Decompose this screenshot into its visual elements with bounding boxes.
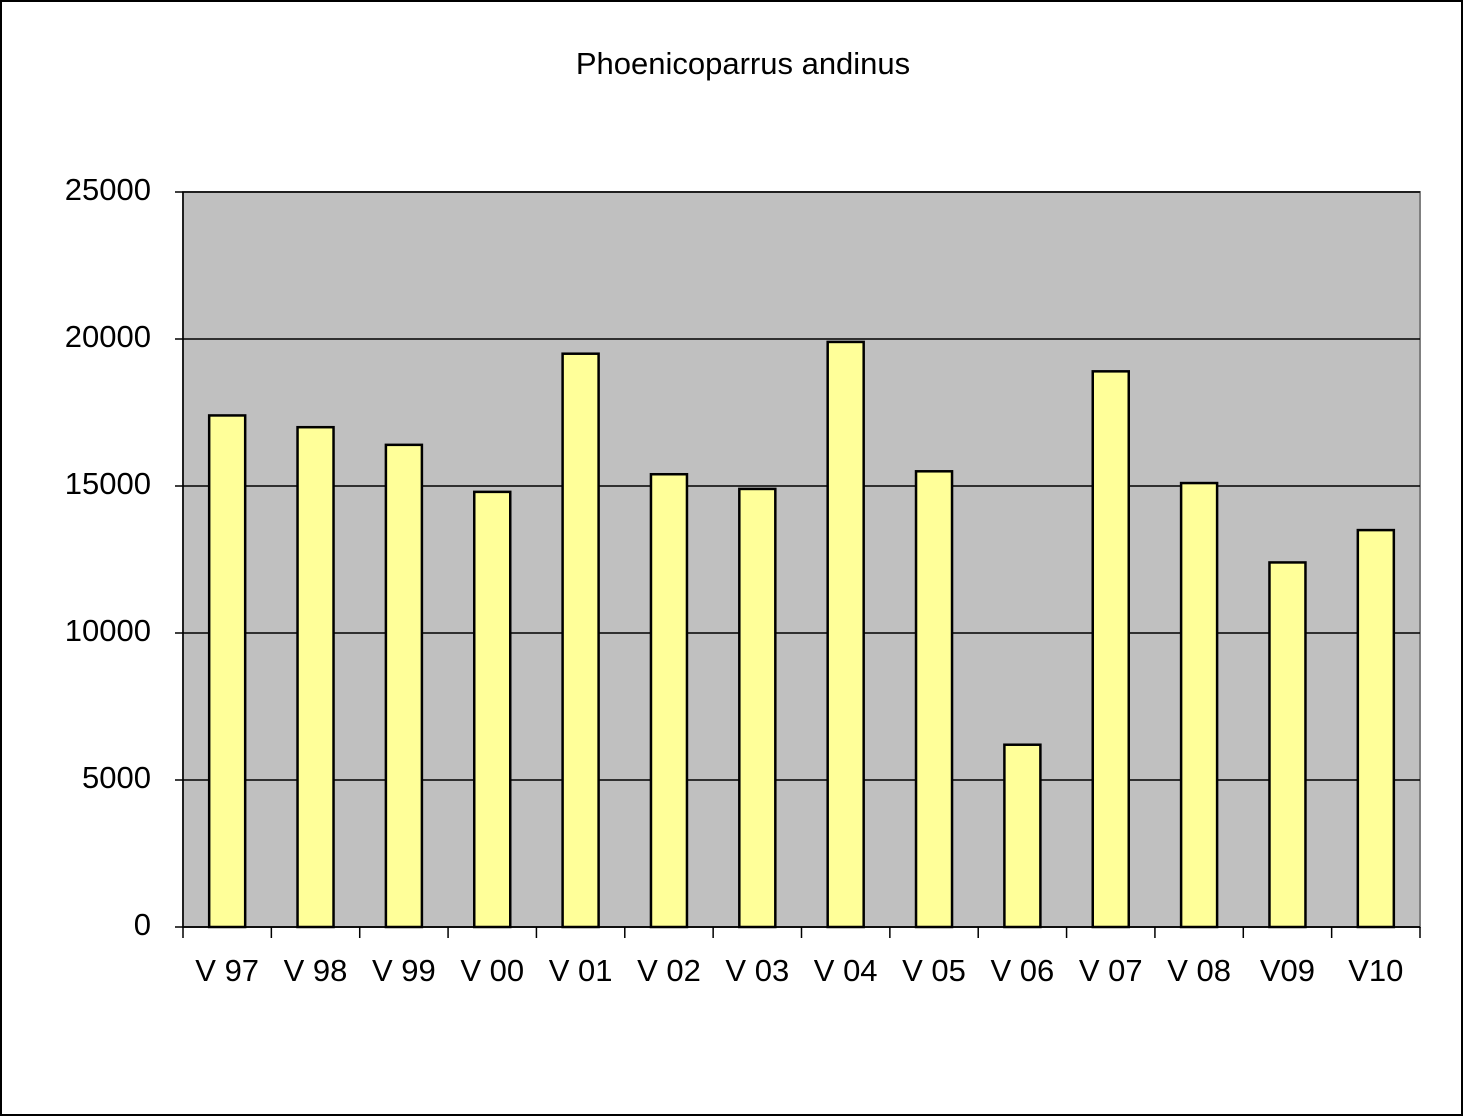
- bar: [826, 340, 865, 929]
- x-tick-label: V 99: [372, 953, 436, 988]
- y-tick-label: 10000: [65, 613, 151, 648]
- bar: [1003, 743, 1042, 929]
- bar: [1356, 528, 1396, 929]
- y-tick-label: 5000: [82, 760, 151, 795]
- bar: [1091, 370, 1130, 929]
- plot-area: [182, 191, 1421, 928]
- y-tick-label: 0: [134, 907, 151, 942]
- x-tick-label: V 03: [725, 953, 789, 988]
- x-tick-label: V 07: [1079, 953, 1143, 988]
- bar: [649, 472, 689, 929]
- x-tick-label: V 02: [637, 953, 701, 988]
- y-tick-label: 15000: [65, 466, 151, 501]
- x-tick-label: V 98: [284, 953, 348, 988]
- bar: [207, 414, 247, 929]
- bar: [1268, 561, 1307, 929]
- y-tick-label: 25000: [65, 172, 151, 207]
- x-tick-label: V 06: [991, 953, 1055, 988]
- x-tick-label: V10: [1348, 953, 1403, 988]
- bar: [738, 487, 777, 929]
- bar: [914, 470, 954, 929]
- x-tick-label: V09: [1260, 953, 1315, 988]
- x-tick-label: V 97: [195, 953, 259, 988]
- bar: [561, 352, 600, 929]
- y-tick-label: 20000: [65, 319, 151, 354]
- bar: [384, 443, 424, 929]
- bar: [473, 490, 512, 929]
- x-tick-label: V 00: [460, 953, 524, 988]
- x-tick-label: V 04: [814, 953, 878, 988]
- bar: [1179, 481, 1219, 929]
- bar: [296, 425, 335, 929]
- chart-title: Phoenicoparrus andinus: [576, 46, 910, 81]
- x-tick-label: V 08: [1167, 953, 1231, 988]
- x-tick-label: V 01: [549, 953, 613, 988]
- x-tick-label: V 05: [902, 953, 966, 988]
